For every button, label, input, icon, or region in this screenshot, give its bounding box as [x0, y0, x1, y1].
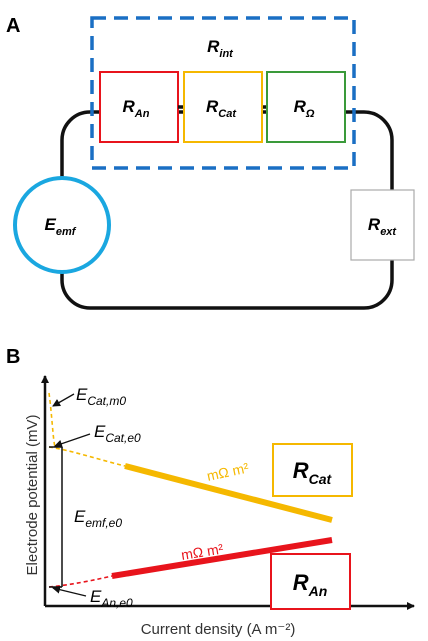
e-cat-e0-arrow [54, 433, 91, 448]
x-axis-label: Current density (A m⁻²) [141, 621, 296, 638]
r-an-label: RAn [123, 97, 150, 120]
r-ext-label: Rext [368, 215, 398, 238]
anode-transition-curve [48, 575, 113, 588]
panel-b: B Electrode potential (mV) Current densi… [6, 346, 415, 638]
r-an-resistor [99, 71, 179, 143]
y-axis-label: Electrode potential (mV) [24, 415, 41, 576]
anode-ohmic-line [111, 537, 333, 579]
panel-a-label: A [6, 15, 20, 37]
anode-slope-label: mΩ m² [180, 540, 225, 562]
r-an-box-label: RAn [293, 570, 328, 599]
r-omega-label: RΩ [294, 97, 315, 120]
e-an-e0-arrow [52, 585, 87, 597]
e-cat-e0-label: ECat,e0 [94, 422, 141, 445]
cathode-ohmic-line [124, 463, 333, 523]
panel-a: A Rint RAn RCat RΩ Eemf [6, 15, 415, 310]
cathode-transition-curve [48, 446, 126, 467]
cathode-slope-label: mΩ m² [205, 459, 250, 484]
r-ext-resistor [350, 189, 415, 261]
r-int-label: Rint [207, 37, 234, 60]
r-cat-box-label: RCat [293, 458, 333, 487]
r-omega-resistor [266, 71, 346, 143]
cathode-activation-curve [48, 392, 56, 448]
e-emf-e0-label: Eemf,e0 [74, 507, 122, 530]
r-cat-box [272, 443, 353, 497]
e-cat-m0-label: ECat,m0 [76, 385, 126, 408]
e-cat-m0-arrow [52, 393, 75, 407]
r-cat-label: RCat [206, 97, 237, 120]
e-an-e0-label: EAn,e0 [90, 587, 133, 610]
emf-source [13, 176, 111, 274]
r-cat-resistor [183, 71, 263, 143]
r-an-box [270, 553, 351, 610]
panel-b-label: B [6, 346, 20, 368]
e-emf-label: Eemf [45, 215, 77, 238]
internal-resistance-box [90, 16, 356, 170]
